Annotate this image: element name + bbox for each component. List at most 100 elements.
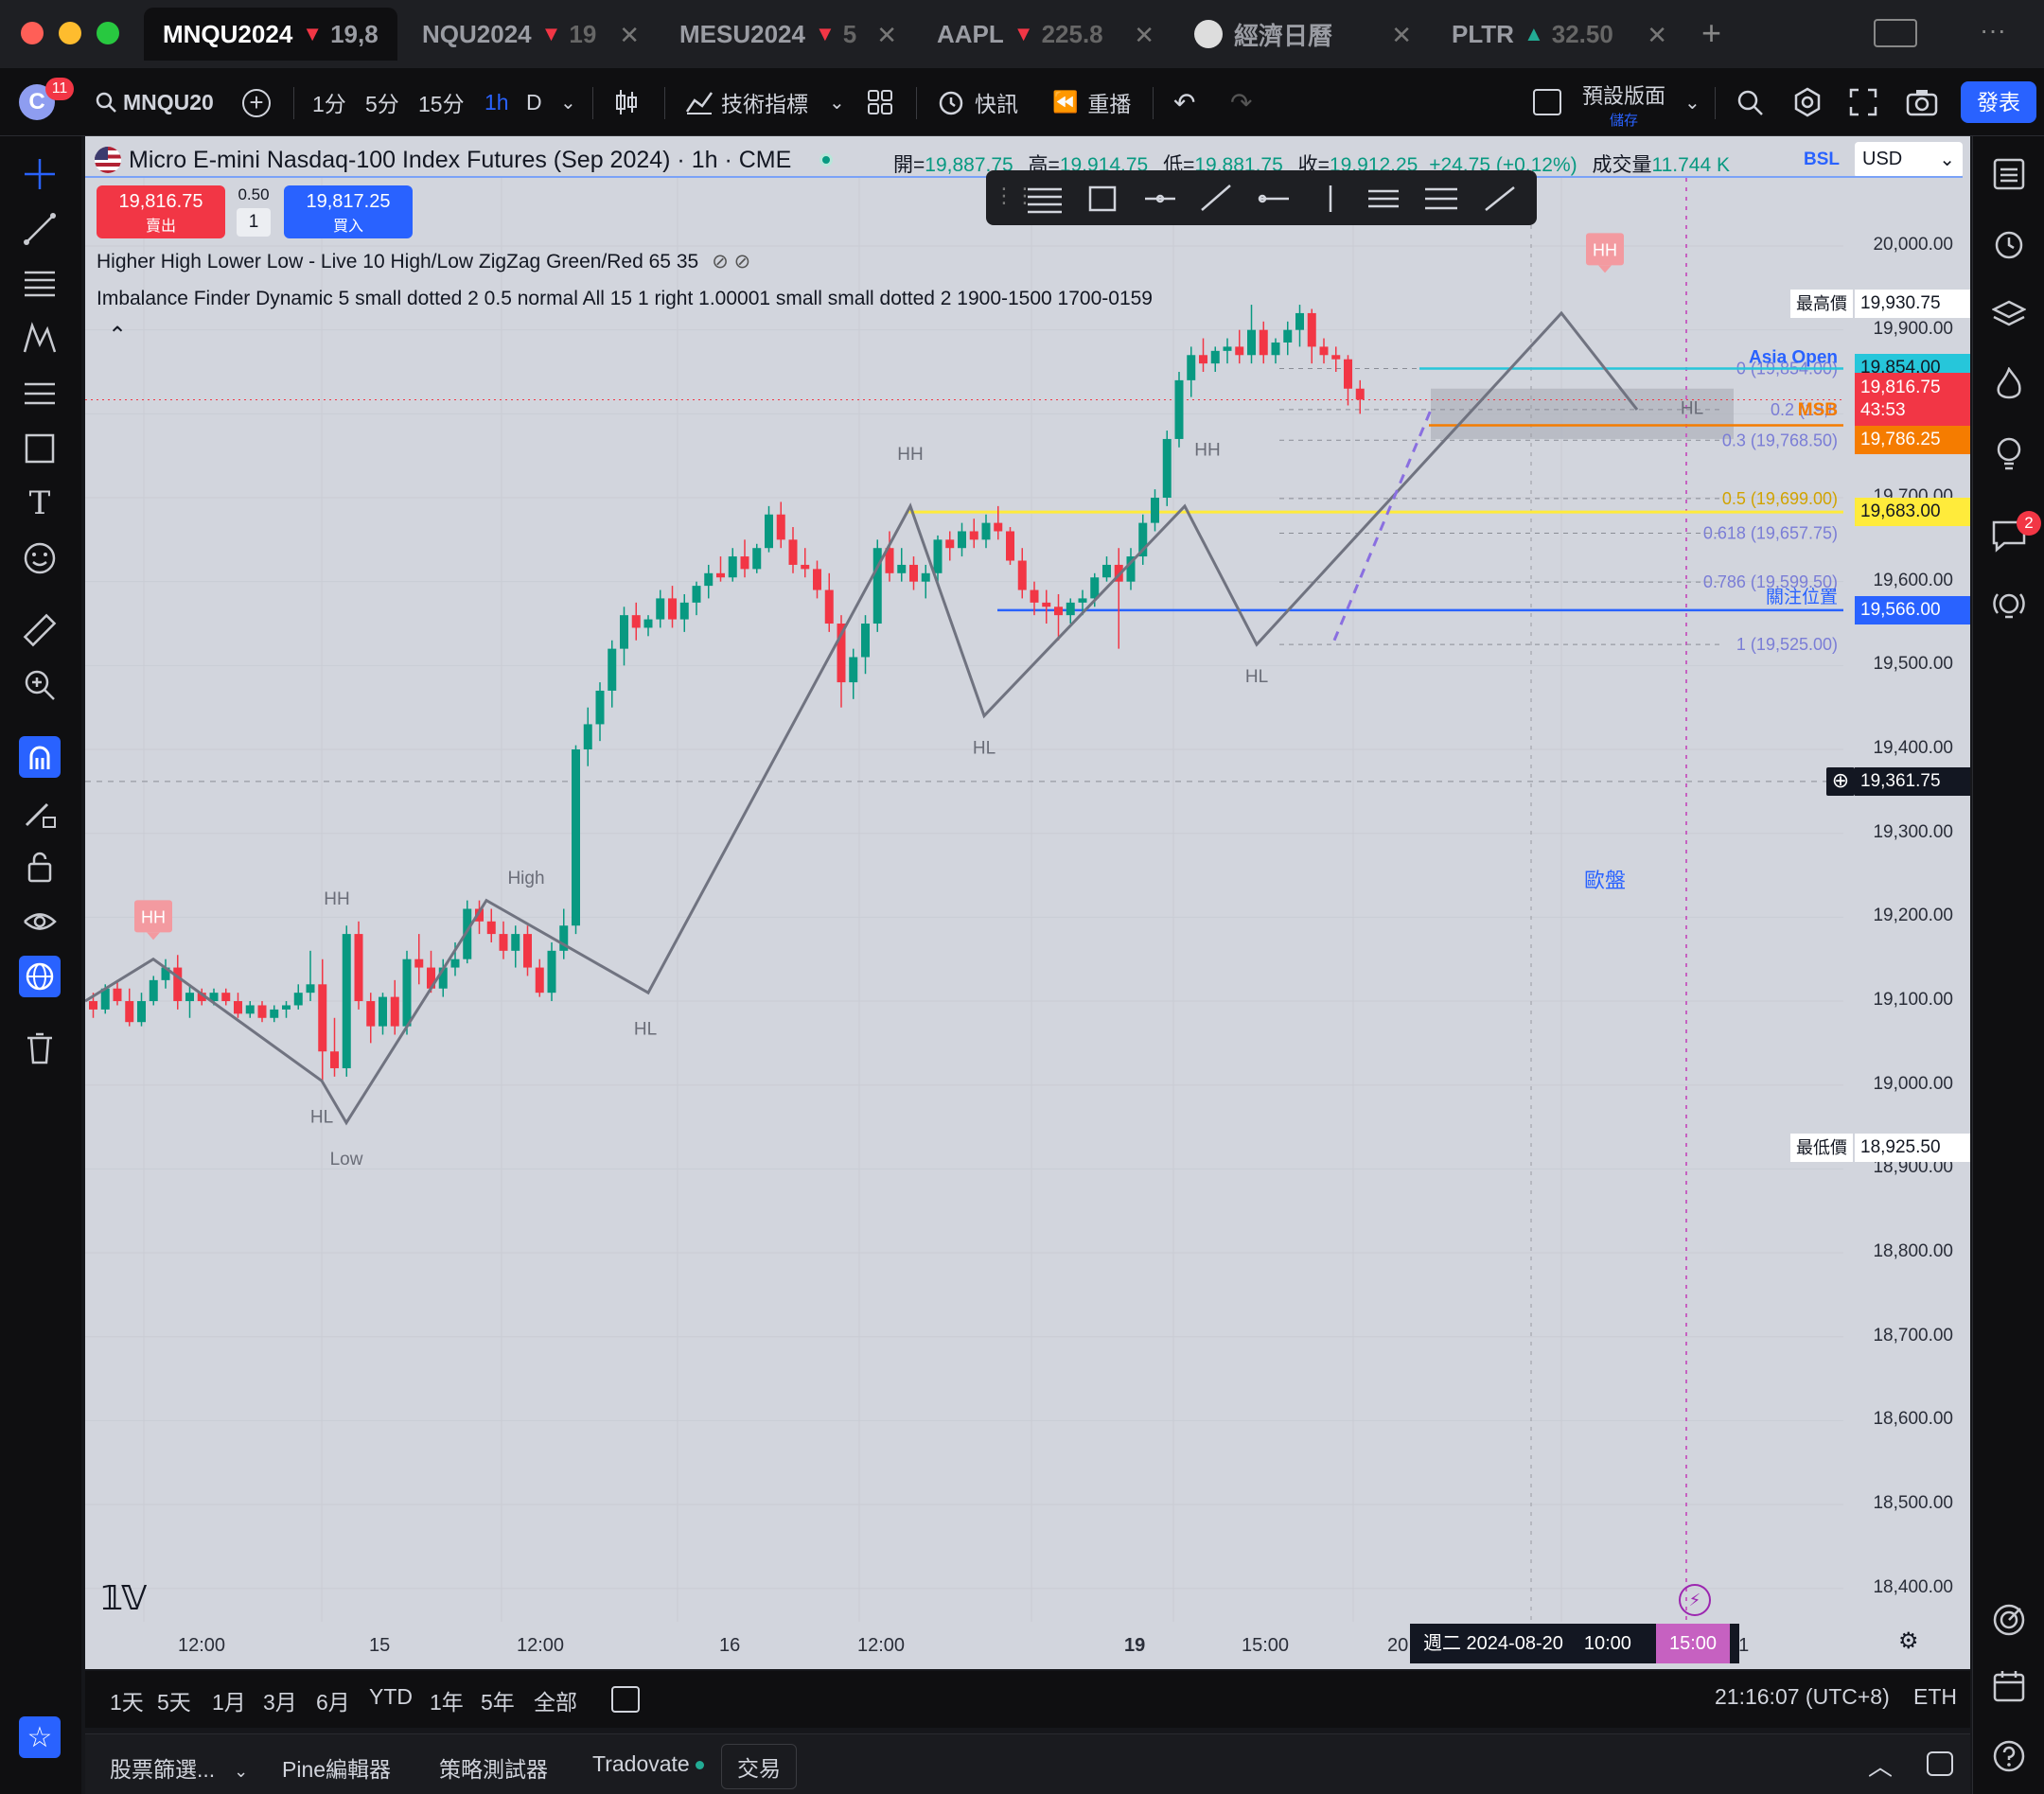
symbol-tab[interactable]: PLTR ▲ 32.50 ✕ bbox=[1452, 19, 1667, 50]
zoom-window-button[interactable] bbox=[97, 22, 119, 44]
templates-button[interactable] bbox=[867, 68, 893, 136]
screens-icon[interactable] bbox=[1874, 19, 1917, 47]
symbol-tab[interactable]: MESU2024 ▼ 5 ✕ bbox=[679, 19, 897, 50]
more-icon[interactable]: ··· bbox=[1980, 15, 2006, 44]
compare-add-icon[interactable]: + bbox=[242, 89, 271, 117]
new-tab-button[interactable]: + bbox=[1701, 13, 1722, 52]
range-button-6[interactable]: YTD bbox=[369, 1684, 413, 1709]
settings-button[interactable] bbox=[1792, 68, 1823, 136]
fib-tool-icon[interactable] bbox=[19, 263, 61, 305]
pencil-lock-icon[interactable] bbox=[19, 791, 61, 833]
target-icon[interactable] bbox=[1988, 1599, 2030, 1641]
strategy-tester-tab[interactable]: 策略測試器 bbox=[439, 1757, 548, 1782]
sell-button[interactable]: 19,816.75 賣出 bbox=[97, 185, 225, 238]
maximize-panel-icon[interactable] bbox=[1927, 1751, 1953, 1776]
axis-settings-icon[interactable]: ⚙ bbox=[1898, 1628, 1919, 1654]
hidden-icon[interactable]: ⊘ ⊘ bbox=[712, 251, 751, 273]
currency-select[interactable]: USD ⌄ bbox=[1855, 142, 1963, 178]
quantity-input[interactable]: 1 bbox=[237, 208, 271, 237]
ruler-tool-icon[interactable] bbox=[19, 609, 61, 651]
publish-button[interactable]: 發表 bbox=[1961, 81, 2036, 123]
symbol-tab[interactable]: MNQU2024 ▼ 19,8 bbox=[144, 8, 397, 61]
favorites-star-icon[interactable]: ☆ bbox=[19, 1716, 61, 1758]
layout-square-icon[interactable] bbox=[1533, 89, 1561, 115]
interval-2[interactable]: 5分 bbox=[365, 92, 399, 116]
lock-icon[interactable] bbox=[19, 846, 61, 888]
watchlist-icon[interactable] bbox=[1988, 153, 2030, 195]
undo-button[interactable]: ↶ bbox=[1173, 87, 1196, 117]
alerts-clock-icon[interactable] bbox=[1988, 223, 2030, 265]
calendar-icon[interactable] bbox=[1988, 1665, 2030, 1707]
close-tab-icon[interactable]: ✕ bbox=[1647, 21, 1667, 49]
broker-tab[interactable]: Tradovate bbox=[592, 1751, 704, 1777]
symbol-tab[interactable]: 經濟日曆 ✕ bbox=[1175, 8, 1429, 61]
interval-4[interactable]: 1h bbox=[485, 89, 509, 114]
range-button-4[interactable]: 3月 bbox=[263, 1690, 297, 1715]
forecast-tool-icon[interactable] bbox=[19, 373, 61, 414]
interval-3[interactable]: 15分 bbox=[418, 92, 465, 116]
pattern-tool-icon[interactable] bbox=[19, 318, 61, 360]
range-button-9[interactable]: 全部 bbox=[534, 1690, 577, 1715]
indicators-dropdown[interactable]: ⌄ bbox=[829, 92, 845, 114]
close-window-button[interactable] bbox=[21, 22, 44, 44]
range-button-7[interactable]: 1年 bbox=[430, 1690, 464, 1715]
close-tab-icon[interactable]: ✕ bbox=[1391, 21, 1412, 49]
range-button-1[interactable]: 1天 bbox=[110, 1690, 144, 1715]
fullscreen-button[interactable] bbox=[1849, 68, 1877, 136]
pine-editor-tab[interactable]: Pine編輯器 bbox=[282, 1757, 392, 1782]
range-button-3[interactable]: 1月 bbox=[212, 1690, 246, 1715]
shape-tool-icon[interactable] bbox=[19, 428, 61, 469]
emoji-tool-icon[interactable] bbox=[19, 537, 61, 579]
buy-button[interactable]: 19,817.25 買入 bbox=[284, 185, 413, 238]
zoom-in-tool-icon[interactable] bbox=[19, 664, 61, 706]
chart-pane[interactable]: 0 (19,854.00) 0.2 (19,8 0.3 (19,768.50) 0.5… bbox=[85, 136, 1970, 1669]
close-tab-icon[interactable]: ✕ bbox=[619, 21, 640, 49]
stock-screener-tab[interactable]: 股票篩選... ⌄ bbox=[110, 1757, 249, 1782]
indicator-legend-2[interactable]: Imbalance Finder Dynamic 5 small dotted … bbox=[97, 288, 1153, 309]
collapse-legend-icon[interactable]: ⌃ bbox=[108, 323, 128, 348]
session-label[interactable]: ETH bbox=[1913, 1684, 1957, 1709]
range-button-8[interactable]: 5年 bbox=[481, 1690, 515, 1715]
close-tab-icon[interactable]: ✕ bbox=[1134, 21, 1154, 49]
alerts-button[interactable]: 快訊 bbox=[937, 68, 1018, 136]
clock-label[interactable]: 21:16:07 (UTC+8) bbox=[1715, 1684, 1890, 1709]
quick-search-button[interactable] bbox=[1736, 68, 1764, 136]
hotlist-fire-icon[interactable] bbox=[1988, 363, 2030, 405]
interval-5[interactable]: D bbox=[526, 89, 542, 114]
minimize-window-button[interactable] bbox=[59, 22, 81, 44]
eye-icon[interactable] bbox=[19, 901, 61, 942]
ideas-bulb-icon[interactable] bbox=[1988, 433, 2030, 475]
lightning-icon[interactable]: ⚡ bbox=[1679, 1584, 1711, 1616]
help-icon[interactable] bbox=[1988, 1735, 2030, 1777]
layout-button[interactable]: 預設版面 儲存 bbox=[1582, 84, 1666, 129]
interval-dropdown[interactable]: ⌄ bbox=[560, 92, 576, 114]
layout-dropdown[interactable]: ⌄ bbox=[1684, 92, 1700, 114]
interval-1[interactable]: 1分 bbox=[312, 92, 346, 116]
magnet-tool-icon[interactable] bbox=[19, 736, 61, 778]
crosshair-tool-icon[interactable] bbox=[19, 153, 61, 195]
layers-icon[interactable] bbox=[1988, 293, 2030, 335]
symbol-tab[interactable]: NQU2024 ▼ 19 ✕ bbox=[422, 19, 640, 50]
trendline-tool-icon[interactable] bbox=[19, 208, 61, 250]
symbol-search[interactable]: MNQU20 bbox=[95, 68, 214, 136]
chart-type-button[interactable] bbox=[613, 68, 638, 136]
redo-button[interactable]: ↷ bbox=[1230, 87, 1253, 117]
drawing-tools-row[interactable] bbox=[1028, 184, 1520, 214]
symbol-description[interactable]: Micro E-mini Nasdaq-100 Index Futures (S… bbox=[129, 146, 792, 173]
indicators-button[interactable]: 技術指標 bbox=[685, 68, 808, 136]
goto-date-icon[interactable] bbox=[611, 1686, 640, 1713]
close-tab-icon[interactable]: ✕ bbox=[876, 21, 897, 49]
range-button-2[interactable]: 5天 bbox=[157, 1690, 191, 1715]
signal-bulb-icon[interactable] bbox=[1988, 585, 2030, 626]
trash-icon[interactable] bbox=[19, 1028, 61, 1069]
chart-canvas[interactable]: 0 (19,854.00)0.2 (19,80.3 (19,768.50)0.5… bbox=[85, 136, 1970, 1669]
expand-panel-icon[interactable]: ︿ bbox=[1868, 1752, 1894, 1781]
snapshot-button[interactable] bbox=[1906, 68, 1938, 136]
globe-icon[interactable] bbox=[19, 956, 61, 997]
range-button-5[interactable]: 6月 bbox=[316, 1690, 350, 1715]
symbol-tab[interactable]: AAPL ▼ 225.8 ✕ bbox=[937, 19, 1154, 50]
indicator-legend-1[interactable]: Higher High Lower Low - Live 10 High/Low… bbox=[97, 251, 751, 273]
crosshair-add-icon[interactable]: ⊕ bbox=[1826, 766, 1855, 796]
trade-button[interactable]: 交易 bbox=[721, 1744, 797, 1789]
replay-button[interactable]: ⏪ 重播 bbox=[1052, 90, 1132, 116]
